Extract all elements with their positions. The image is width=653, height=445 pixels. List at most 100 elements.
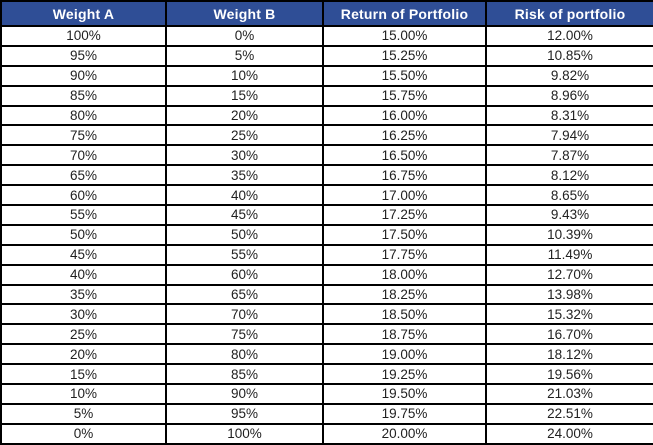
table-cell: 95% (165, 402, 324, 425)
table-cell: 19.50% (322, 383, 487, 405)
table-cell: 16.00% (322, 104, 487, 127)
table-cell: 85% (165, 363, 324, 386)
table-row: 45% 55% 17.75% 11.49% (0, 243, 653, 266)
table-cell: 7.94% (485, 124, 653, 147)
table-row: 30% 70% 18.50% 15.32% (0, 303, 653, 326)
table-row: 80% 20% 16.00% 8.31% (0, 104, 653, 127)
table-cell: 18.50% (322, 303, 487, 326)
table-cell: 17.50% (322, 223, 487, 246)
column-header-weight-a: Weight A (0, 0, 167, 27)
table-cell: 19.00% (322, 343, 487, 366)
table-cell: 20% (165, 104, 324, 127)
table-cell: 50% (0, 223, 167, 246)
table-body: 100% 0% 15.00% 12.00% 95% 5% 15.25% 10.85% 90% 10… (0, 25, 653, 445)
table-row: 60% 40% 17.00% 8.65% (0, 184, 653, 207)
table-cell: 8.31% (485, 104, 653, 127)
table-cell: 15% (165, 84, 324, 107)
table-cell: 15.50% (322, 64, 487, 87)
column-header-risk-of-portfolio: Risk of portfolio (485, 0, 653, 27)
table-cell: 12.70% (485, 263, 653, 286)
table-row: 0% 100% 20.00% 24.00% (0, 422, 653, 445)
table-cell: 16.50% (322, 144, 487, 167)
table-cell: 8.12% (485, 164, 653, 187)
table-cell: 95% (0, 44, 167, 67)
table-cell: 20.00% (322, 422, 487, 445)
table-row: 75% 25% 16.25% 7.94% (0, 124, 653, 147)
column-header-return-of-portfolio: Return of Portfolio (322, 0, 487, 27)
table-cell: 30% (165, 144, 324, 167)
table-cell: 100% (165, 422, 324, 445)
table-cell: 9.43% (485, 204, 653, 226)
table-header-row: Weight A Weight B Return of Portfolio Ri… (0, 0, 653, 27)
table-cell: 65% (165, 283, 324, 306)
table-cell: 70% (0, 144, 167, 167)
table-cell: 25% (165, 124, 324, 147)
table-cell: 65% (0, 164, 167, 187)
table-cell: 19.56% (485, 363, 653, 386)
table-row: 5% 95% 19.75% 22.51% (0, 402, 653, 425)
table-cell: 8.65% (485, 184, 653, 207)
table-cell: 11.49% (485, 243, 653, 266)
table-cell: 17.75% (322, 243, 487, 266)
table-cell: 40% (0, 263, 167, 286)
table-cell: 17.00% (322, 184, 487, 207)
table-row: 95% 5% 15.25% 10.85% (0, 44, 653, 67)
table-cell: 25% (0, 323, 167, 346)
table-cell: 100% (0, 25, 167, 47)
table-cell: 15.00% (322, 25, 487, 47)
table-cell: 10.39% (485, 223, 653, 246)
table-cell: 16.25% (322, 124, 487, 147)
table-cell: 75% (0, 124, 167, 147)
table-row: 90% 10% 15.50% 9.82% (0, 64, 653, 87)
table-cell: 18.75% (322, 323, 487, 346)
table-cell: 13.98% (485, 283, 653, 306)
table-cell: 19.75% (322, 402, 487, 425)
table-cell: 16.70% (485, 323, 653, 346)
table-cell: 55% (0, 204, 167, 226)
table-cell: 15.32% (485, 303, 653, 326)
table-cell: 20% (0, 343, 167, 366)
table-cell: 75% (165, 323, 324, 346)
table-row: 50% 50% 17.50% 10.39% (0, 223, 653, 246)
table-cell: 8.96% (485, 84, 653, 107)
table-cell: 17.25% (322, 204, 487, 226)
table-cell: 0% (165, 25, 324, 47)
table-cell: 15% (0, 363, 167, 386)
table-row: 25% 75% 18.75% 16.70% (0, 323, 653, 346)
table-cell: 35% (165, 164, 324, 187)
table-row: 100% 0% 15.00% 12.00% (0, 25, 653, 47)
table-row: 85% 15% 15.75% 8.96% (0, 84, 653, 107)
table-cell: 15.75% (322, 84, 487, 107)
table-cell: 12.00% (485, 25, 653, 47)
table-cell: 7.87% (485, 144, 653, 167)
table-cell: 18.25% (322, 283, 487, 306)
table-cell: 9.82% (485, 64, 653, 87)
table-cell: 5% (165, 44, 324, 67)
table-cell: 21.03% (485, 383, 653, 405)
table-row: 65% 35% 16.75% 8.12% (0, 164, 653, 187)
table-row: 55% 45% 17.25% 9.43% (0, 204, 653, 226)
table-cell: 80% (0, 104, 167, 127)
table-cell: 16.75% (322, 164, 487, 187)
table-cell: 85% (0, 84, 167, 107)
table-cell: 24.00% (485, 422, 653, 445)
table-cell: 90% (0, 64, 167, 87)
table-cell: 19.25% (322, 363, 487, 386)
table-row: 35% 65% 18.25% 13.98% (0, 283, 653, 306)
table-cell: 50% (165, 223, 324, 246)
table-cell: 90% (165, 383, 324, 405)
table-row: 10% 90% 19.50% 21.03% (0, 383, 653, 405)
table-cell: 0% (0, 422, 167, 445)
table-cell: 10.85% (485, 44, 653, 67)
table-row: 70% 30% 16.50% 7.87% (0, 144, 653, 167)
table-cell: 70% (165, 303, 324, 326)
table-row: 20% 80% 19.00% 18.12% (0, 343, 653, 366)
table-cell: 60% (165, 263, 324, 286)
table-cell: 35% (0, 283, 167, 306)
table-cell: 30% (0, 303, 167, 326)
column-header-weight-b: Weight B (165, 0, 324, 27)
table-cell: 18.12% (485, 343, 653, 366)
table-cell: 10% (165, 64, 324, 87)
